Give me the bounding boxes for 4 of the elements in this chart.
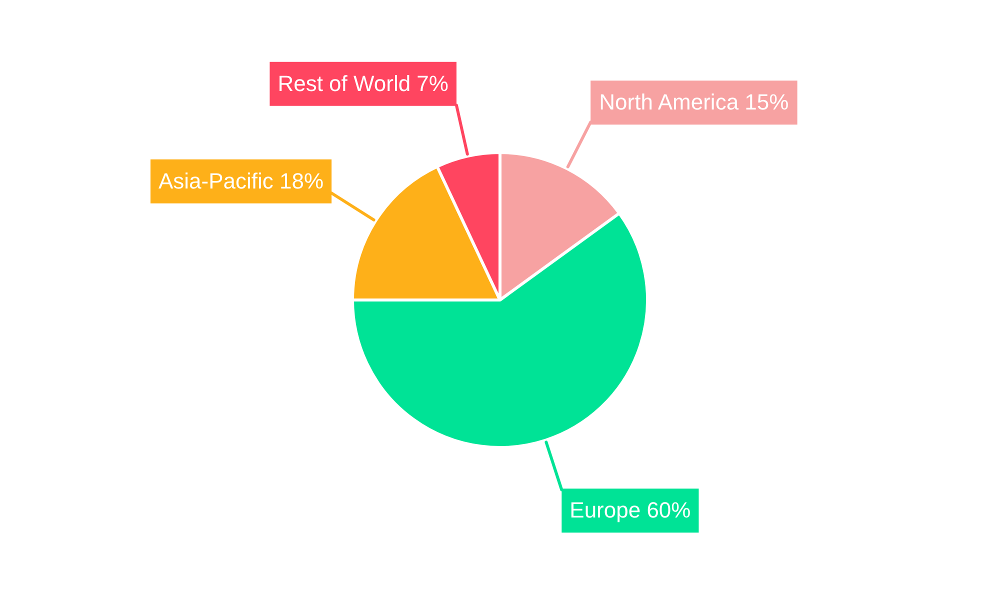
slice-label: Rest of World 7% [278, 70, 448, 96]
slice-label: Europe 60% [570, 498, 691, 523]
slice-label: North America 15% [599, 90, 789, 115]
slice-label: Asia-Pacific 18% [158, 168, 324, 194]
